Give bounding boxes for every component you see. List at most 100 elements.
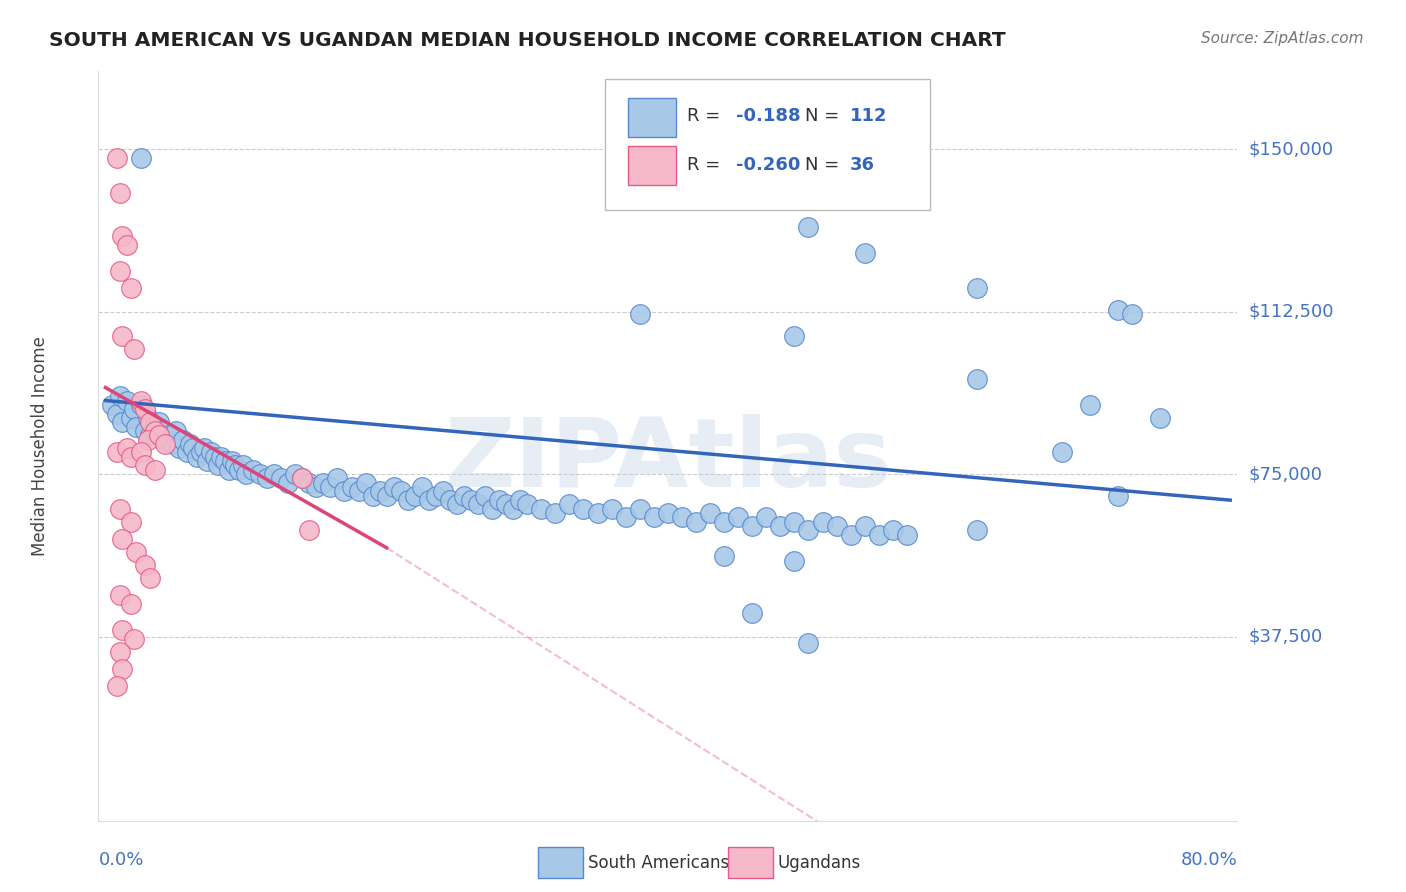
Point	[1050, 445, 1073, 459]
Point	[727, 510, 749, 524]
Point	[129, 151, 152, 165]
Point	[115, 393, 138, 408]
Point	[453, 489, 475, 503]
Point	[176, 445, 198, 459]
Point	[148, 415, 170, 429]
Point	[139, 571, 162, 585]
Point	[1078, 398, 1101, 412]
Point	[404, 489, 426, 503]
Point	[368, 484, 391, 499]
Point	[134, 424, 156, 438]
Point	[825, 519, 848, 533]
Point	[474, 489, 496, 503]
Point	[783, 554, 806, 568]
Text: SOUTH AMERICAN VS UGANDAN MEDIAN HOUSEHOLD INCOME CORRELATION CHART: SOUTH AMERICAN VS UGANDAN MEDIAN HOUSEHO…	[49, 31, 1005, 50]
Point	[105, 679, 128, 693]
Point	[172, 433, 194, 447]
Text: $37,500: $37,500	[1249, 628, 1323, 646]
Point	[143, 419, 166, 434]
Point	[167, 441, 190, 455]
Point	[375, 489, 398, 503]
Point	[432, 484, 454, 499]
Point	[284, 467, 307, 482]
Point	[544, 506, 567, 520]
Point	[125, 419, 148, 434]
Text: $150,000: $150,000	[1249, 140, 1333, 158]
Point	[657, 506, 679, 520]
Point	[122, 342, 145, 356]
Text: ZIPAtlas: ZIPAtlas	[444, 415, 891, 508]
Point	[195, 454, 218, 468]
Point	[354, 475, 377, 490]
Point	[181, 441, 204, 455]
Point	[291, 471, 314, 485]
Point	[120, 410, 142, 425]
Point	[157, 428, 180, 442]
Point	[105, 445, 128, 459]
Point	[853, 246, 876, 260]
Point	[179, 437, 201, 451]
Point	[502, 501, 524, 516]
Point	[530, 501, 553, 516]
Point	[270, 471, 292, 485]
FancyBboxPatch shape	[628, 146, 676, 186]
Text: South Americans: South Americans	[588, 854, 728, 871]
Point	[572, 501, 595, 516]
Point	[214, 454, 236, 468]
Point	[755, 510, 778, 524]
Point	[162, 437, 184, 451]
Point	[134, 402, 156, 417]
Point	[120, 515, 142, 529]
Point	[207, 458, 229, 473]
Point	[129, 393, 152, 408]
Point	[481, 501, 503, 516]
Point	[868, 528, 890, 542]
Point	[1107, 302, 1129, 317]
Point	[769, 519, 792, 533]
Point	[628, 501, 651, 516]
Point	[111, 662, 134, 676]
Text: R =: R =	[688, 107, 727, 125]
Point	[108, 263, 131, 277]
Point	[134, 458, 156, 473]
Point	[389, 484, 412, 499]
Point	[628, 307, 651, 321]
Point	[797, 220, 820, 235]
Point	[467, 498, 489, 512]
Point	[108, 186, 131, 200]
Point	[224, 458, 246, 473]
Point	[685, 515, 707, 529]
Point	[200, 445, 222, 459]
Text: R =: R =	[688, 156, 727, 174]
Point	[558, 498, 581, 512]
Point	[614, 510, 637, 524]
Point	[108, 589, 131, 603]
Point	[425, 489, 447, 503]
Point	[853, 519, 876, 533]
Point	[120, 450, 142, 464]
Point	[129, 398, 152, 412]
Point	[382, 480, 405, 494]
Point	[783, 328, 806, 343]
Point	[586, 506, 609, 520]
Point	[165, 424, 187, 438]
Point	[120, 281, 142, 295]
Point	[139, 415, 162, 429]
Point	[741, 606, 763, 620]
Text: 80.0%: 80.0%	[1181, 851, 1237, 869]
Text: -0.188: -0.188	[737, 107, 801, 125]
Point	[361, 489, 384, 503]
Point	[1107, 489, 1129, 503]
Point	[460, 493, 482, 508]
Point	[671, 510, 693, 524]
Point	[111, 328, 134, 343]
Point	[193, 441, 215, 455]
Point	[101, 398, 124, 412]
Text: -0.260: -0.260	[737, 156, 800, 174]
Point	[218, 463, 240, 477]
Point	[277, 475, 299, 490]
Point	[129, 445, 152, 459]
FancyBboxPatch shape	[628, 97, 676, 136]
Point	[122, 632, 145, 646]
Point	[134, 558, 156, 573]
